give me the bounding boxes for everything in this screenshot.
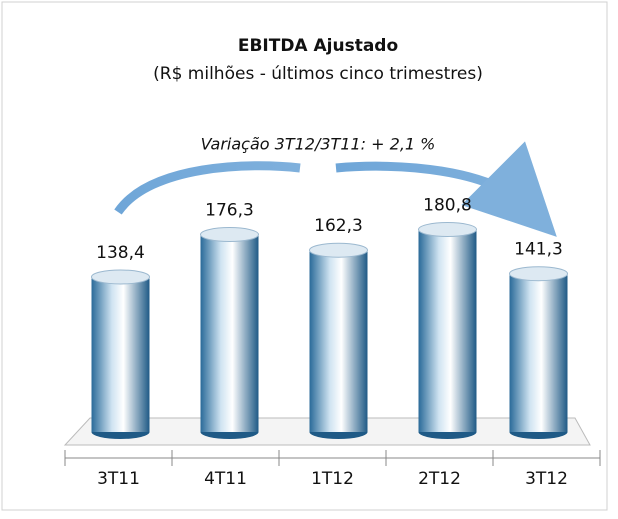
- x-tick-label: 4T11: [204, 469, 247, 489]
- arrow-arc: [114, 161, 301, 215]
- bar: [509, 273, 568, 432]
- x-tick-label: 2T12: [418, 469, 461, 489]
- data-label: 162,3: [314, 216, 363, 236]
- data-label: 141,3: [514, 240, 563, 260]
- bar: [200, 234, 259, 432]
- chart-title: EBITDA Ajustado: [238, 36, 398, 56]
- bar-top: [309, 242, 368, 258]
- x-tick-label: 3T11: [97, 469, 140, 489]
- bar-top: [91, 269, 150, 285]
- bar: [309, 250, 368, 432]
- data-label: 180,8: [423, 196, 472, 216]
- bar: [418, 229, 477, 432]
- annotation: Variação 3T12/3T11: + 2,1 %: [201, 135, 436, 154]
- bar-top: [418, 222, 477, 238]
- x-tick-label: 3T12: [525, 469, 568, 489]
- bar-top: [200, 227, 259, 243]
- chart-subtitle: (R$ milhões - últimos cinco trimestres): [153, 64, 483, 84]
- bar-top: [509, 266, 568, 282]
- bar: [91, 276, 150, 432]
- data-label: 176,3: [205, 201, 254, 221]
- data-label: 138,4: [96, 243, 145, 263]
- arrow-arc: [335, 141, 557, 237]
- x-tick-label: 1T12: [311, 469, 354, 489]
